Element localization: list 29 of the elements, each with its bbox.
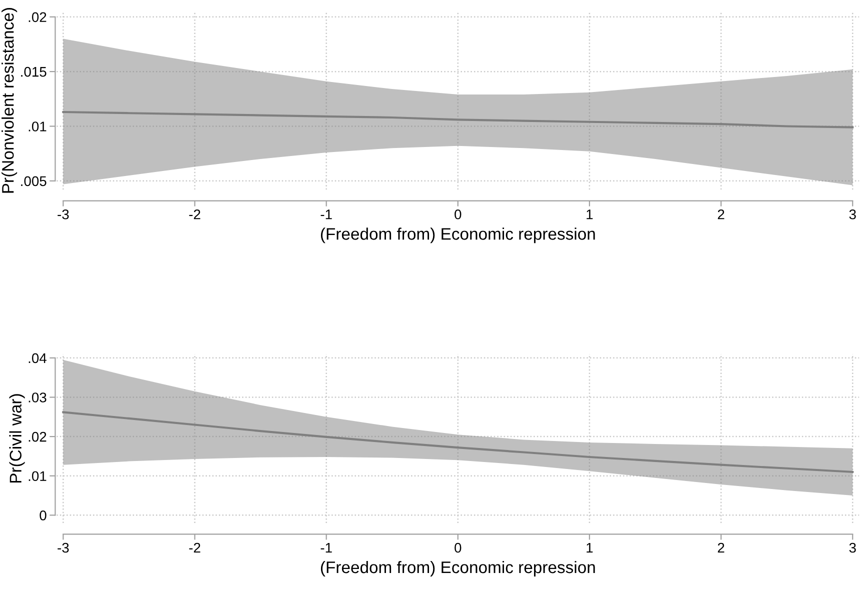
x-tick-label: 1 [586,210,593,220]
y-tick-label: .03 [28,392,46,402]
y-axis-title: Pr(Civil war) [9,394,25,483]
y-tick-label: .02 [28,12,46,22]
y-axis-title: Pr(Nonviolent resistance) [2,8,18,193]
x-tick-label: -1 [320,210,332,220]
y-tick-label: .01 [28,122,46,132]
y-tick-label: .04 [28,353,46,364]
x-tick-label: 0 [454,542,462,553]
x-tick-label: -3 [58,542,69,553]
x-axis-title: (Freedom from) Economic repression [320,228,595,244]
x-axis-title: (Freedom from) Economic repression [320,560,595,577]
x-tick-label: 2 [718,542,724,553]
x-tick-label: -2 [189,542,200,553]
y-tick-label: .02 [28,432,46,442]
line-series [62,110,854,128]
x-tick-label: -1 [320,542,332,553]
x-tick-label: 3 [849,542,856,553]
x-tick-label: 1 [586,542,593,553]
x-tick-label: -2 [189,209,200,220]
y-tick-label: 0 [40,510,46,520]
x-tick-label: 0 [454,209,462,220]
y-tick-label: .015 [21,66,46,77]
y-tick-label: .01 [28,471,46,482]
x-tick-label: 3 [849,209,856,220]
x-tick-label: 2 [718,209,724,220]
x-tick-label: -3 [58,209,69,220]
line-series [62,411,854,473]
y-tick-label: .005 [21,176,46,186]
